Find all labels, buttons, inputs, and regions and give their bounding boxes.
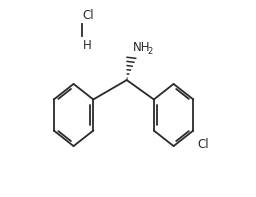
Text: 2: 2 (147, 47, 153, 56)
Text: NH: NH (133, 41, 151, 54)
Text: Cl: Cl (197, 138, 209, 151)
Text: H: H (82, 39, 91, 52)
Text: Cl: Cl (82, 9, 94, 22)
